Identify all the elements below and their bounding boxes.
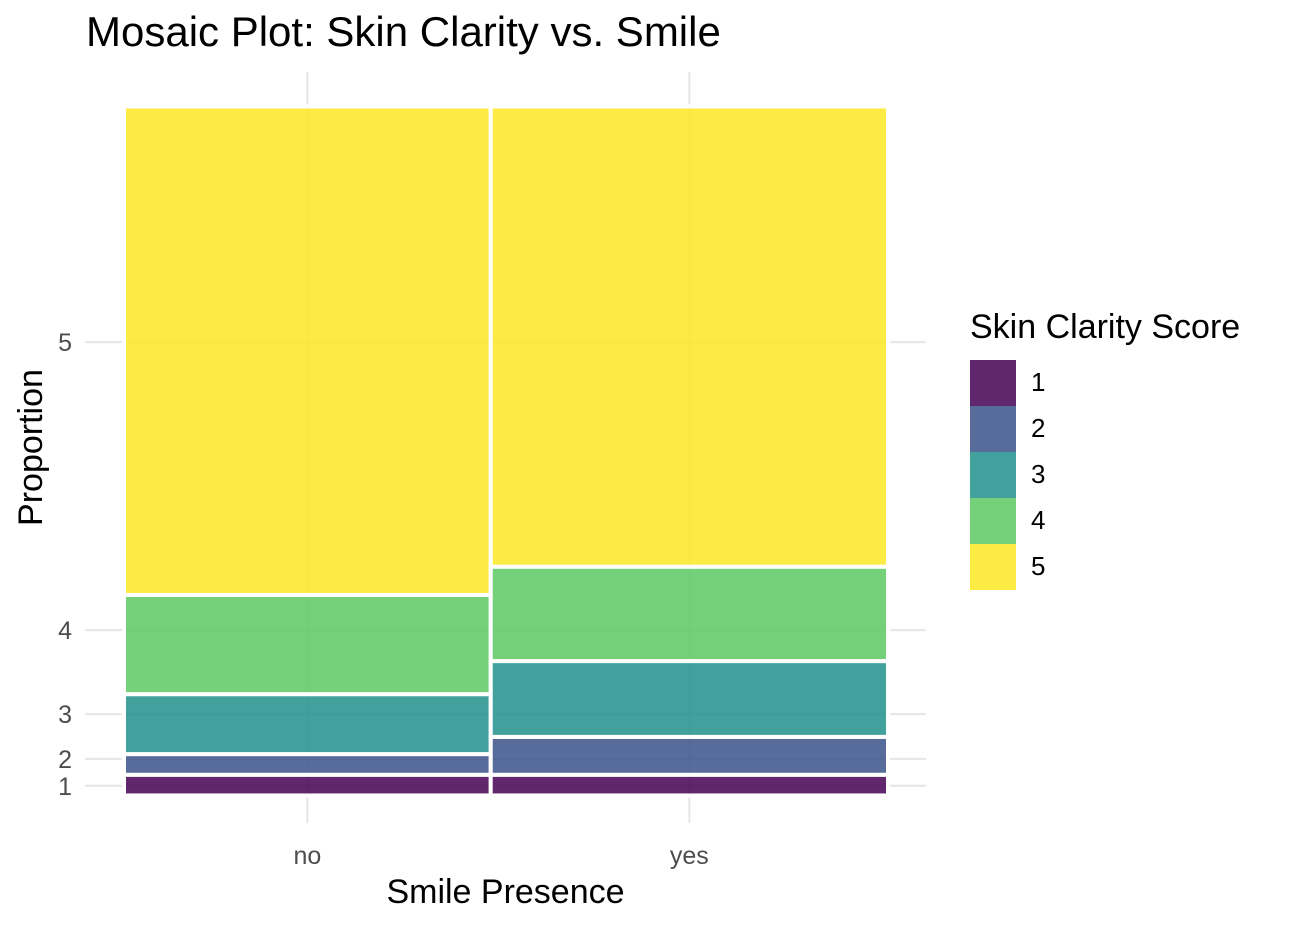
legend-label: 1 [1031,367,1046,397]
legend-item-5: 5 [970,544,1170,590]
legend-label: 2 [1031,413,1046,443]
x-tick-label: yes [670,842,709,870]
legend-swatch [970,406,1016,452]
legend-item-3: 3 [970,452,1170,498]
y-tick-label: 4 [58,617,72,645]
mosaic-tile-no-3 [122,692,493,757]
mosaic-tile-yes-2 [488,734,890,777]
mosaic-tile-yes-1 [488,772,890,798]
legend-swatch [970,452,1016,498]
x-axis-title: Smile Presence [386,873,624,911]
mosaic-tile-no-1 [122,772,493,798]
y-tick-label: 5 [58,329,72,357]
legend-swatch [970,544,1016,590]
x-tick-label: no [293,842,321,870]
chart-title: Mosaic Plot: Skin Clarity vs. Smile [86,8,721,55]
mosaic-tile-no-2 [122,752,493,777]
y-tick-label: 1 [58,773,72,801]
legend-label: 4 [1031,505,1046,535]
legend-swatch [970,360,1016,406]
legend-item-2: 2 [970,406,1170,452]
mosaic-tile-yes-3 [488,659,890,739]
mosaic-tile-no-4 [122,592,493,697]
y-axis-title: Proportion [12,369,50,526]
legend-item-1: 1 [970,360,1170,406]
legend-swatch [970,498,1016,544]
mosaic-tile-yes-4 [488,564,890,664]
y-tick-label: 2 [58,746,72,774]
legend-title: Skin Clarity Score [970,308,1241,346]
legend-item-4: 4 [970,498,1170,544]
legend-label: 3 [1031,459,1046,489]
legend-label: 5 [1031,551,1046,581]
mosaic-tile-no-5 [122,104,493,597]
y-tick-label: 3 [58,701,72,729]
mosaic-tile-yes-5 [488,104,890,569]
